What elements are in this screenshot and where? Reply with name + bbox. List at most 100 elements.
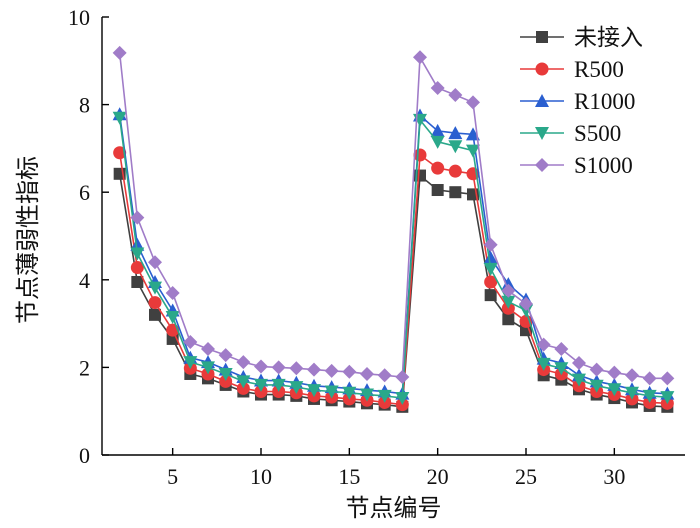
data-point <box>148 255 162 270</box>
data-point <box>236 355 251 370</box>
y-tick-label: 8 <box>79 93 90 118</box>
data-point <box>536 337 551 352</box>
data-point <box>484 275 498 289</box>
legend-marker <box>536 31 548 43</box>
data-point <box>607 383 622 397</box>
legend-label: 未接入 <box>574 25 643 50</box>
data-point <box>501 283 516 298</box>
x-tick-label: 5 <box>167 464 178 489</box>
data-point <box>625 368 639 383</box>
data-point <box>165 311 180 325</box>
data-point <box>502 313 515 326</box>
y-axis-label: 节点薄弱性指标 <box>15 156 42 324</box>
data-point <box>554 362 569 376</box>
legend-marker <box>535 158 549 172</box>
legend-item: S500 <box>520 121 621 146</box>
x-tick-label: 20 <box>427 464 449 489</box>
y-tick-label: 6 <box>79 180 90 205</box>
x-tick-label: 15 <box>338 464 360 489</box>
data-point <box>130 210 145 225</box>
data-point <box>183 334 198 349</box>
legend-label: R500 <box>574 57 624 82</box>
data-point <box>130 261 144 275</box>
data-point <box>536 357 551 371</box>
data-point <box>430 80 445 95</box>
data-point <box>377 368 392 383</box>
y-tick-label: 0 <box>79 443 90 468</box>
data-point <box>607 365 622 380</box>
data-point <box>484 289 497 302</box>
legend-item: R1000 <box>520 89 635 114</box>
data-point <box>271 360 286 375</box>
data-point <box>218 367 233 381</box>
legend-item: S1000 <box>520 153 633 178</box>
data-point <box>483 262 498 276</box>
data-point <box>112 45 127 60</box>
data-point <box>236 375 251 389</box>
data-point <box>324 363 339 378</box>
data-point <box>113 146 127 160</box>
data-point <box>342 364 357 379</box>
data-point <box>218 348 233 363</box>
data-point <box>589 379 604 393</box>
data-point <box>483 237 498 252</box>
data-point <box>131 275 144 288</box>
legend-marker <box>535 127 549 140</box>
legend-label: S1000 <box>574 153 633 178</box>
data-point <box>642 371 657 386</box>
data-point <box>148 281 162 295</box>
data-point <box>430 123 445 137</box>
data-point <box>395 392 410 406</box>
chart-axes: 0 2 4 6 8 10 5 10 15 20 25 30 <box>68 5 685 489</box>
data-point <box>360 366 374 381</box>
series-3 <box>112 107 675 400</box>
series-5 <box>112 45 675 386</box>
data-point <box>448 140 463 154</box>
data-point <box>165 285 180 300</box>
x-tick-label: 30 <box>603 464 625 489</box>
data-point <box>148 296 162 310</box>
legend-marker <box>535 62 549 76</box>
x-axis-label: 节点编号 <box>346 495 442 522</box>
y-tick-label: 2 <box>79 355 90 380</box>
data-point <box>554 342 569 357</box>
data-point <box>448 126 463 140</box>
legend-label: S500 <box>574 121 621 146</box>
data-point <box>466 95 480 110</box>
data-point <box>519 296 533 311</box>
data-point <box>448 87 463 102</box>
data-point <box>289 361 304 376</box>
data-point <box>501 295 516 309</box>
data-point <box>519 304 533 318</box>
data-point <box>431 184 444 197</box>
data-point <box>130 247 145 261</box>
data-point <box>448 164 462 178</box>
data-point <box>236 381 250 395</box>
legend-item: R500 <box>520 57 624 82</box>
series-4 <box>112 111 675 406</box>
data-point <box>501 277 516 291</box>
data-point <box>589 362 604 377</box>
data-point <box>413 50 427 65</box>
data-point <box>360 388 374 402</box>
data-point <box>324 385 339 399</box>
x-tick-label: 25 <box>515 464 537 489</box>
data-point <box>307 362 321 377</box>
data-point <box>466 127 480 141</box>
y-tick-label: 4 <box>79 268 90 293</box>
data-point <box>572 373 586 387</box>
chart-marks <box>112 45 675 413</box>
data-point <box>289 381 304 395</box>
data-point <box>130 237 145 251</box>
data-point <box>483 250 498 264</box>
data-point <box>307 384 321 398</box>
data-point <box>149 308 161 321</box>
data-point <box>219 374 233 388</box>
data-point <box>377 389 392 403</box>
data-point <box>449 186 462 199</box>
data-point <box>254 378 268 392</box>
data-point <box>431 161 445 175</box>
data-point <box>430 135 445 149</box>
data-point <box>342 386 357 400</box>
